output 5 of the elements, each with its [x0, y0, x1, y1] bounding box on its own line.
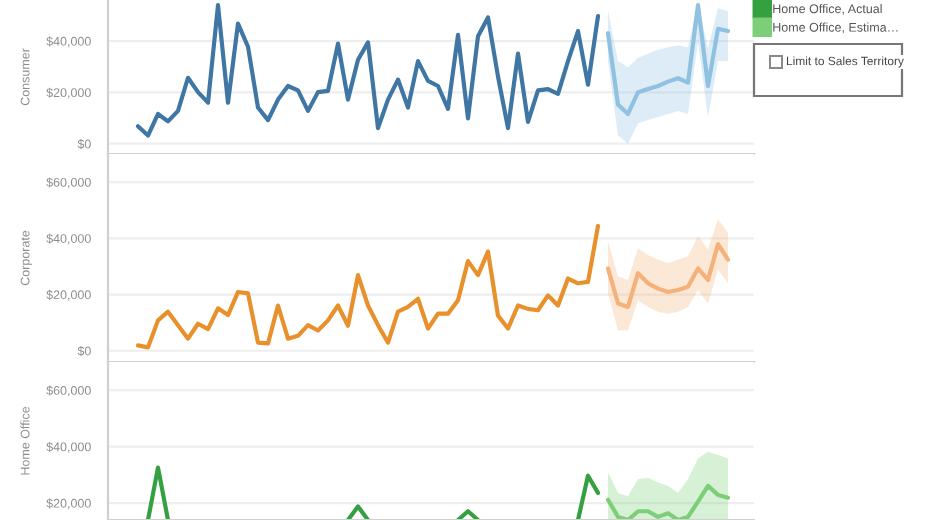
line-series — [135, 3, 601, 138]
line-series — [605, 242, 731, 309]
line-series — [605, 483, 731, 520]
line-series — [605, 3, 731, 117]
line-series — [135, 223, 601, 350]
